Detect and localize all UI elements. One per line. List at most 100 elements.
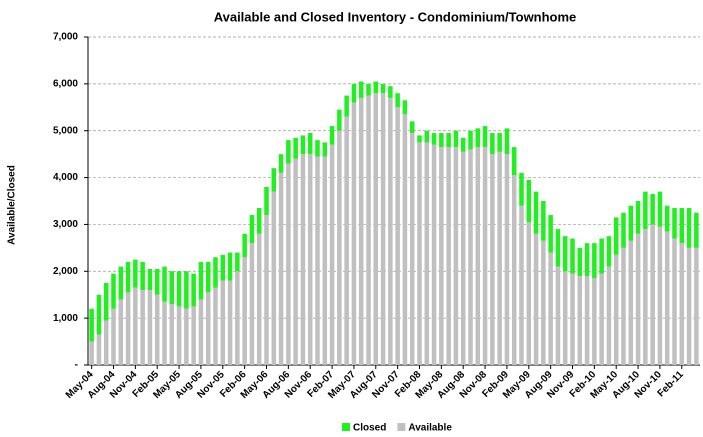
bar-segment	[533, 233, 539, 365]
bar-segment	[679, 208, 685, 244]
bar-segment	[213, 257, 218, 288]
bar-segment	[286, 163, 291, 365]
bar-segment	[227, 252, 233, 281]
bar-segment	[213, 287, 218, 365]
bar-segment	[635, 233, 641, 365]
bar-segment	[315, 156, 320, 365]
bar-segment	[227, 280, 233, 365]
bar-segment	[475, 147, 481, 365]
bar-segment	[606, 236, 612, 267]
bar-segment	[541, 201, 546, 241]
bar-segment	[242, 257, 247, 365]
y-tick-label: 1,000	[53, 313, 78, 324]
bar-segment	[176, 306, 182, 365]
y-tick-label: 4,000	[53, 172, 78, 183]
bar-segment	[482, 126, 488, 148]
bar-segment	[380, 93, 386, 365]
bar-segment	[322, 142, 328, 157]
bar-segment	[366, 83, 371, 96]
bar-segment	[424, 142, 430, 365]
legend-swatch	[342, 423, 350, 431]
bar-segment	[329, 144, 335, 365]
y-tick-label: 3,000	[53, 219, 78, 230]
bar-segment	[395, 93, 400, 108]
bar-segment	[169, 271, 175, 305]
bar-segment	[555, 229, 561, 267]
bar-segment	[409, 121, 415, 134]
bar-segment	[694, 247, 699, 365]
bar-segment	[198, 261, 204, 300]
bar-segment	[235, 252, 240, 272]
bar-segment	[315, 140, 320, 157]
bar-segment	[526, 179, 532, 223]
bar-segment	[504, 154, 510, 365]
bar-segment	[686, 247, 692, 365]
bar-segment	[366, 95, 371, 366]
y-tick-label: 7,000	[53, 32, 78, 43]
bar-segment	[344, 116, 349, 366]
bar-segment	[154, 268, 160, 295]
bar-segment	[307, 154, 313, 365]
bar-segment	[460, 151, 466, 365]
bar-segment	[650, 193, 655, 225]
bar-segment	[358, 97, 364, 366]
bar-segment	[293, 158, 298, 365]
bar-segment	[446, 147, 451, 365]
bar-segment	[490, 154, 495, 365]
bar-segment	[628, 205, 634, 241]
bar-segment	[686, 208, 692, 248]
y-tick-label: 6,000	[53, 78, 78, 89]
bar-segment	[264, 186, 269, 216]
bar-segment	[154, 294, 160, 365]
y-tick-label: 2,000	[53, 266, 78, 277]
bar-segment	[402, 100, 408, 115]
bar-segment	[133, 287, 138, 365]
bar-segment	[562, 271, 568, 365]
bar-segment	[664, 205, 670, 232]
bar-segment	[694, 212, 699, 248]
bar-segment	[220, 280, 226, 365]
bar-segment	[184, 308, 189, 365]
legend-label: Closed	[353, 423, 386, 434]
bar-segment	[475, 128, 481, 148]
bar-segment	[490, 133, 495, 155]
bar-segment	[118, 299, 124, 365]
y-tick-label: -	[75, 360, 78, 371]
bar-segment	[388, 86, 393, 98]
bar-segment	[497, 133, 502, 152]
bar-segment	[431, 144, 437, 365]
bar-segment	[300, 154, 306, 365]
bar-segment	[286, 140, 291, 164]
bar-segment	[256, 233, 262, 365]
bar-segment	[664, 231, 670, 365]
bar-segment	[439, 133, 444, 148]
bar-segment	[293, 137, 298, 159]
bar-segment	[628, 240, 634, 365]
bar-segment	[198, 299, 204, 365]
bar-segment	[526, 222, 532, 365]
bar-segment	[504, 128, 510, 155]
bar-segment	[162, 266, 167, 302]
bar-segment	[497, 151, 502, 365]
bar-segment	[205, 261, 211, 293]
bar-segment	[548, 215, 553, 253]
bar-segment	[555, 266, 561, 365]
bar-segment	[519, 172, 524, 206]
bar-segment	[337, 130, 342, 365]
bar-segment	[373, 93, 379, 365]
bar-segment	[584, 275, 590, 365]
bar-segment	[191, 273, 196, 307]
bar-segment	[613, 254, 619, 365]
bar-segment	[125, 261, 131, 293]
bar-segment	[548, 252, 553, 365]
bar-segment	[621, 212, 626, 248]
bar-segment	[103, 283, 109, 321]
bar-segment	[140, 290, 145, 365]
bar-segment	[235, 271, 240, 365]
bar-segment	[482, 147, 488, 365]
bar-segment	[584, 243, 590, 276]
bar-segment	[264, 215, 269, 365]
legend-swatch	[397, 423, 406, 431]
bar-segment	[417, 142, 422, 365]
